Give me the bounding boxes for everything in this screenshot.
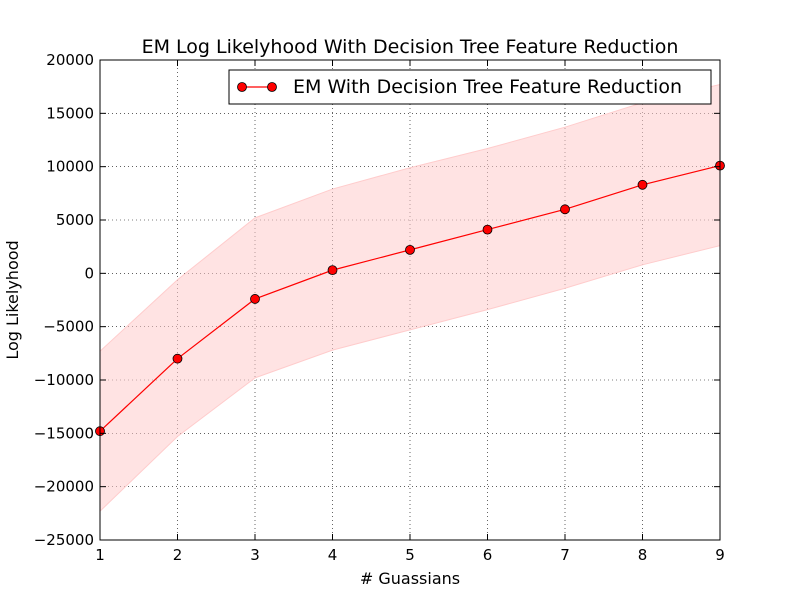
data-point (250, 294, 260, 304)
x-tick-label: 9 (715, 546, 725, 564)
data-point (560, 204, 570, 215)
data-point (172, 353, 183, 364)
x-axis-label: # Guassians (360, 569, 460, 588)
y-tick-label: −10000 (34, 371, 94, 389)
legend-marker (267, 82, 277, 92)
y-tick-labels: −25000 −20000 −15000 −10000 −5000 0 5000 10000 1… (34, 51, 94, 549)
y-tick-label: −5000 (43, 318, 94, 336)
data-point (637, 179, 648, 190)
x-tick-label: 5 (405, 546, 415, 564)
chart-title: EM Log Likelyhood With Decision Tree Fea… (142, 36, 679, 58)
x-tick-label: 2 (173, 546, 183, 564)
legend: EM With Decision Tree Feature Reduction (228, 69, 712, 105)
legend-marker (237, 82, 247, 92)
y-tick-label: −15000 (34, 424, 94, 442)
y-tick-label: −25000 (34, 531, 94, 549)
axis-ticks (99, 59, 721, 541)
x-tick-label: 1 (95, 546, 105, 564)
x-tick-label: 6 (483, 546, 493, 564)
y-tick-label: 20000 (46, 51, 94, 69)
y-axis-label: Log Likelyhood (3, 240, 22, 359)
y-tick-label: 5000 (56, 211, 94, 229)
data-point (405, 244, 415, 255)
series-markers (95, 160, 725, 437)
y-tick-label: 0 (84, 264, 94, 282)
x-tick-label: 8 (638, 546, 648, 564)
x-tick-labels: 1 2 3 4 5 6 7 8 9 (95, 546, 725, 564)
x-tick-label: 4 (328, 546, 338, 564)
legend-label: EM With Decision Tree Feature Reduction (293, 76, 682, 98)
y-tick-label: −20000 (34, 478, 94, 496)
x-tick-label: 3 (250, 546, 260, 564)
x-tick-label: 7 (560, 546, 570, 564)
legend-box (228, 69, 712, 105)
data-point (482, 224, 493, 235)
y-tick-label: 10000 (46, 158, 94, 176)
y-tick-label: 15000 (46, 104, 94, 122)
data-point (327, 265, 338, 276)
